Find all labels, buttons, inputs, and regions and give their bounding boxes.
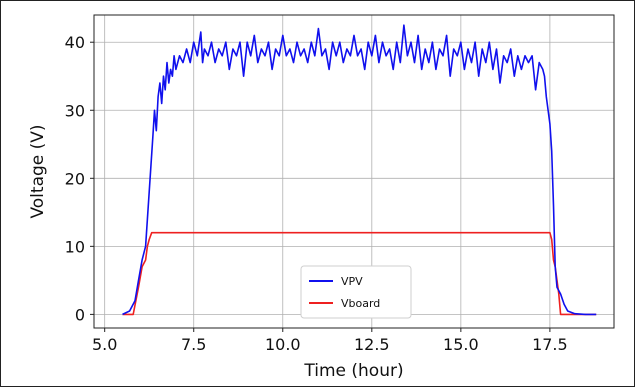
plot-area (93, 14, 615, 329)
series-line-vpv (122, 24, 597, 316)
legend-box (300, 265, 412, 319)
y-tick-label: 20 (65, 169, 85, 188)
x-tick-label: 7.5 (181, 335, 206, 354)
series-layer (122, 24, 597, 316)
x-tick-label: 15.0 (443, 335, 479, 354)
series-line-vboard (122, 231, 597, 316)
y-tick-label: 0 (75, 305, 85, 324)
y-axis-label: Voltage (V) (28, 124, 48, 218)
x-axis-label: Time (hour) (303, 361, 403, 381)
legend-label-vboard: Vboard (341, 297, 380, 310)
x-tick-label: 5.0 (92, 335, 117, 354)
legend: VPV Vboard (300, 265, 412, 319)
y-tick-label: 40 (65, 33, 85, 52)
grid-layer (94, 15, 614, 328)
tick-layer: 5.0 7.5 10.0 12.5 15.0 17.5 0 10 20 30 40 (65, 33, 568, 354)
x-tick-label: 10.0 (265, 335, 301, 354)
x-tick-label: 17.5 (532, 335, 568, 354)
y-tick-label: 30 (65, 101, 85, 120)
x-tick-label: 12.5 (354, 335, 390, 354)
y-tick-label: 10 (65, 237, 85, 256)
legend-label-vpv: VPV (341, 275, 363, 288)
